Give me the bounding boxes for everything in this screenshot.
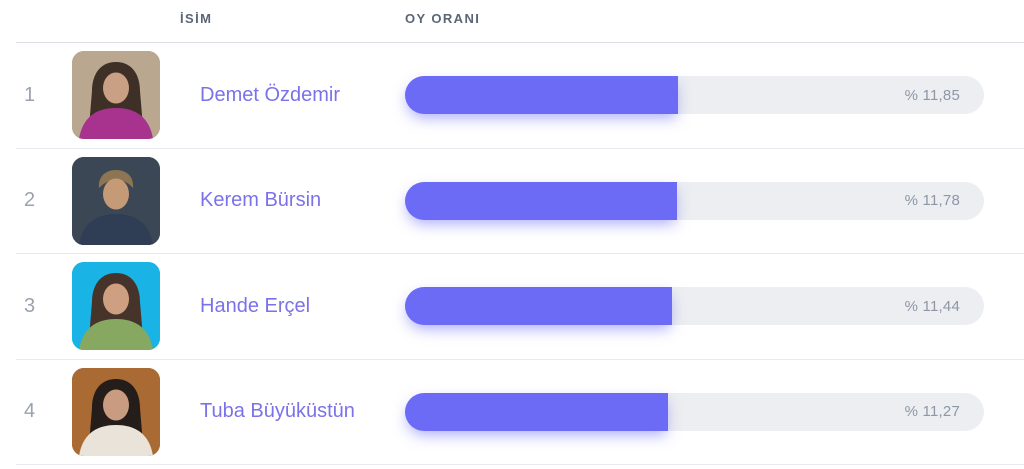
table-row[interactable]: 1 Demet Özdemir % 11,85: [16, 43, 1024, 149]
rank-number: 3: [24, 294, 36, 317]
avatar[interactable]: [72, 51, 160, 140]
avatar[interactable]: [72, 262, 160, 351]
person-photo-placeholder-icon: [72, 262, 160, 351]
rank-number: 1: [24, 83, 36, 106]
vote-percentage: % 11,44: [904, 297, 960, 315]
column-header-name: İSİM: [180, 11, 213, 26]
column-header-votes: OY ORANI: [405, 11, 481, 26]
candidate-name-link[interactable]: Hande Erçel: [200, 294, 311, 317]
table-row[interactable]: 3 Hande Erçel % 11,44: [16, 254, 1024, 360]
vote-bar-track: % 11,44: [405, 287, 984, 326]
table-row[interactable]: 4 Tuba Büyüküstün % 11,27: [16, 359, 1024, 465]
vote-bar-track: % 11,78: [405, 181, 984, 220]
person-photo-placeholder-icon: [72, 156, 160, 245]
vote-bar-track: % 11,27: [405, 392, 984, 431]
table-header: İSİM OY ORANI: [16, 0, 1024, 43]
person-photo-placeholder-icon: [72, 51, 160, 140]
candidate-name-link[interactable]: Tuba Büyüküstün: [200, 400, 355, 423]
rank-number: 2: [24, 189, 36, 212]
avatar[interactable]: [72, 367, 160, 456]
vote-percentage: % 11,27: [904, 403, 960, 421]
vote-percentage: % 11,78: [904, 192, 960, 210]
vote-bar-fill: [405, 181, 678, 220]
vote-bar-track: % 11,85: [405, 76, 984, 115]
rank-number: 4: [24, 400, 36, 423]
vote-bar-fill: [405, 392, 668, 431]
avatar[interactable]: [72, 156, 160, 245]
vote-bar-fill: [405, 76, 679, 115]
table-row[interactable]: 2 Kerem Bürsin % 11,78: [16, 148, 1024, 254]
person-photo-placeholder-icon: [72, 367, 160, 456]
vote-percentage: % 11,85: [904, 86, 960, 104]
candidate-name-link[interactable]: Demet Özdemir: [200, 83, 341, 106]
candidate-name-link[interactable]: Kerem Bürsin: [200, 189, 322, 212]
vote-bar-fill: [405, 287, 672, 326]
